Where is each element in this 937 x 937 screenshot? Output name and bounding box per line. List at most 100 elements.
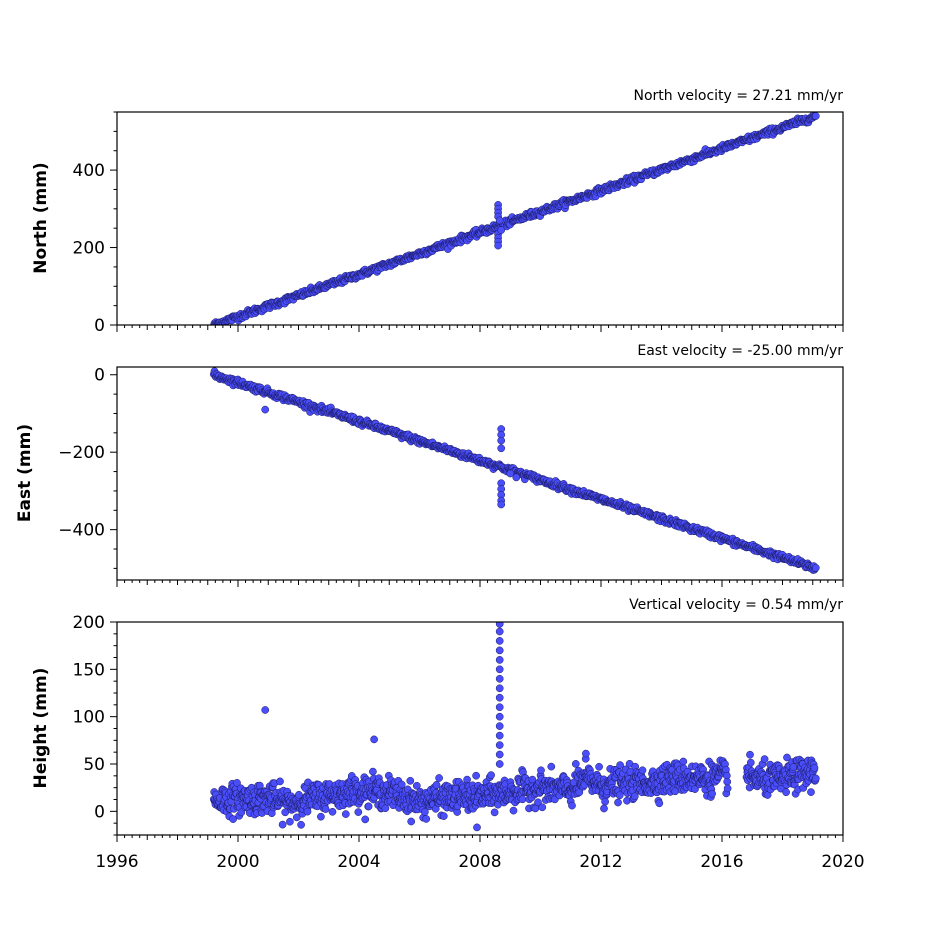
- height-data-point-352: [361, 815, 370, 824]
- height-data-point-1367: [495, 656, 504, 664]
- height-data-point-940: [614, 798, 622, 807]
- height-data-point-653: [490, 808, 499, 817]
- height-data-point-1364: [495, 627, 504, 636]
- east-data-point-912: [512, 473, 521, 482]
- east-data-point-901: [261, 405, 270, 414]
- height-data-point-1376: [495, 741, 504, 749]
- height-data-point-697: [509, 806, 518, 815]
- height-data-point-1373: [495, 712, 504, 721]
- height-data-point-945: [616, 761, 624, 769]
- height-data-point-1374: [495, 722, 504, 730]
- north-data-point-905: [495, 216, 504, 225]
- height-data-point-370: [369, 767, 377, 776]
- north-data-point-909: [494, 241, 502, 250]
- east-data-point-910: [497, 500, 506, 509]
- height-data-point-336: [354, 808, 363, 816]
- height-data-point-1371: [495, 693, 504, 702]
- height-data-point-307: [341, 810, 350, 818]
- east-ylabel: East (mm): [15, 424, 35, 522]
- height-data-point-761: [537, 766, 545, 775]
- height-data-point-754: [534, 798, 542, 807]
- height-data-point-910: [601, 797, 609, 806]
- height-y-tick-label-0: 0: [94, 802, 105, 822]
- height-data-point-1195: [723, 784, 732, 793]
- east-data-point-911: [506, 469, 515, 478]
- x-tick-label-2004: 2004: [337, 852, 380, 872]
- height-data-point-472: [412, 781, 421, 790]
- height-data-point-1368: [495, 665, 504, 674]
- height-data-point-1206: [746, 758, 755, 767]
- height-data-point-1372: [495, 703, 504, 712]
- height-data-point-1357: [811, 774, 820, 783]
- east-data-point-900: [811, 563, 820, 572]
- height-data-point-1092: [679, 757, 688, 766]
- height-y-tick-label-150: 150: [73, 660, 105, 680]
- height-ylabel: Height (mm): [31, 668, 51, 789]
- height-data-point-1288: [782, 788, 790, 797]
- height-data-point-193: [292, 813, 301, 822]
- north-ylabel: North (mm): [31, 162, 51, 273]
- north-panel: North velocity = 27.21 mm/yr North (mm) …: [31, 88, 844, 336]
- east-y-tick-label-0: 0: [94, 366, 105, 386]
- height-data-point-1194: [723, 777, 732, 786]
- height-data-point-1365: [495, 637, 504, 645]
- height-data-point-459: [407, 817, 416, 826]
- x-tick-label-2000: 2000: [216, 852, 259, 872]
- height-data-point-1362: [600, 804, 608, 813]
- height-points: [209, 622, 820, 832]
- height-data-point-1358: [261, 706, 270, 714]
- height-data-point-494: [422, 815, 431, 823]
- north-title: North velocity = 27.21 mm/yr: [633, 88, 843, 104]
- height-y-tick-label-200: 200: [73, 613, 105, 633]
- height-x-ticks: [116, 835, 844, 842]
- x-tick-label-2020: 2020: [821, 852, 864, 872]
- east-title: East velocity = -25.00 mm/yr: [637, 343, 843, 359]
- height-data-point-1370: [495, 684, 504, 693]
- height-data-point-45: [229, 815, 237, 823]
- height-data-point-1377: [495, 750, 504, 759]
- height-data-point-1204: [746, 750, 754, 759]
- height-data-point-1375: [495, 731, 504, 740]
- height-data-point-1360: [582, 749, 590, 758]
- height-data-point-1290: [783, 753, 791, 762]
- height-title: Vertical velocity = 0.54 mm/yr: [629, 597, 843, 613]
- height-data-point-842: [571, 760, 580, 768]
- height-data-point-160: [278, 820, 287, 829]
- height-y-tick-label-100: 100: [73, 708, 105, 728]
- height-data-point-1238: [760, 755, 769, 763]
- height-data-point-833: [568, 801, 576, 810]
- height-data-point-198: [295, 790, 303, 799]
- height-data-point-218: [303, 807, 312, 816]
- height-data-point-1378: [495, 760, 504, 768]
- height-data-point-518: [432, 781, 441, 789]
- x-tick-label-2008: 2008: [458, 852, 501, 872]
- height-data-point-1119: [691, 785, 699, 793]
- height-data-point-535: [439, 812, 448, 820]
- height-data-point-1036: [655, 799, 664, 808]
- height-data-point-610: [472, 771, 480, 780]
- height-data-point-1366: [495, 646, 504, 655]
- height-data-point-177: [286, 817, 294, 826]
- height-data-point-979: [630, 792, 639, 801]
- east-data-point-904: [497, 436, 506, 445]
- east-y-ticks: [110, 374, 117, 569]
- height-y-ticks: [110, 621, 117, 836]
- height-data-point-64: [237, 808, 246, 817]
- height-data-point-1363: [495, 622, 504, 628]
- x-tick-label-2016: 2016: [700, 852, 743, 872]
- height-data-point-850: [575, 788, 584, 797]
- height-data-point-589: [463, 775, 471, 784]
- height-data-point-437: [397, 780, 406, 789]
- height-data-point-1159: [708, 789, 716, 798]
- height-data-point-896: [595, 762, 603, 771]
- height-data-point-1305: [789, 763, 798, 771]
- height-data-point-457: [406, 776, 415, 785]
- height-data-point-1346: [807, 788, 815, 796]
- north-y-tick-label-400: 400: [73, 161, 105, 181]
- north-points: [209, 112, 820, 325]
- north-data-point-910: [497, 226, 506, 234]
- north-data-point-900: [811, 112, 820, 120]
- east-x-ticks: [116, 580, 844, 587]
- height-data-point-154: [276, 777, 284, 786]
